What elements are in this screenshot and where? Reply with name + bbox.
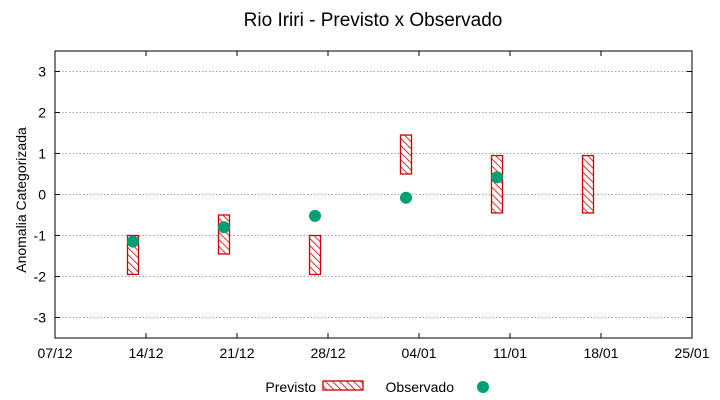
- legend-swatch-observado: [477, 381, 489, 393]
- previsto-range-box: [217, 214, 231, 255]
- y-tick-label: -3: [34, 310, 47, 326]
- chart-title: Rio Iriri - Previsto x Observado: [244, 10, 503, 31]
- y-tick-label: 2: [38, 105, 46, 121]
- x-tick-label: 14/12: [128, 345, 163, 361]
- observado-point: [309, 209, 321, 222]
- x-tick-label: 07/12: [37, 345, 72, 361]
- x-tick-label: 18/01: [583, 345, 618, 361]
- y-axis-ticks: 3 2 1 0 -1 -2 -3: [34, 64, 692, 326]
- observado-series: [127, 171, 503, 248]
- x-axis-ticks: 07/12 14/12 21/12 28/12 04/01 11/01 18/01 25/01: [37, 51, 710, 361]
- previsto-range-box: [399, 134, 413, 175]
- observado-point: [400, 191, 412, 204]
- y-tick-label: -2: [34, 269, 47, 285]
- y-tick-label: -1: [34, 228, 47, 244]
- observado-point: [218, 221, 230, 234]
- previsto-range-box: [581, 154, 595, 214]
- observado-point: [127, 235, 139, 248]
- legend-label-observado: Observado: [386, 379, 455, 395]
- x-tick-label: 11/01: [493, 345, 527, 361]
- y-tick-label: 0: [38, 187, 46, 203]
- legend-swatch-previsto: [322, 380, 364, 391]
- y-tick-label: 1: [38, 146, 46, 162]
- plot-frame: [54, 50, 693, 339]
- previsto-range-box: [490, 154, 504, 214]
- y-tick-label: 3: [38, 64, 46, 80]
- previsto-series: [126, 134, 595, 276]
- legend: Previsto Observado: [265, 379, 489, 395]
- y-axis-label: Anomalia Categorizada: [13, 127, 29, 273]
- grid: [55, 71, 692, 318]
- x-tick-label: 25/01: [674, 345, 709, 361]
- previsto-range-box: [308, 234, 322, 276]
- x-tick-label: 21/12: [219, 345, 254, 361]
- legend-label-previsto: Previsto: [265, 379, 316, 395]
- previsto-range-box: [126, 234, 140, 276]
- x-tick-label: 04/01: [401, 345, 436, 361]
- observado-point: [491, 171, 503, 184]
- x-tick-label: 28/12: [310, 345, 345, 361]
